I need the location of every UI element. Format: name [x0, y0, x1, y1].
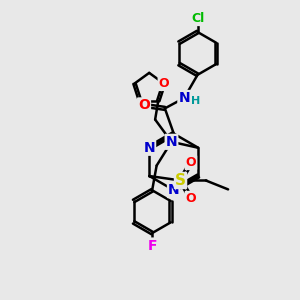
Text: N: N — [166, 135, 177, 149]
Text: N: N — [143, 141, 155, 155]
Text: O: O — [159, 77, 169, 90]
Text: N: N — [178, 91, 190, 105]
Text: N: N — [168, 183, 180, 197]
Text: O: O — [186, 192, 196, 205]
Text: F: F — [147, 238, 157, 253]
Text: H: H — [191, 96, 200, 106]
Text: S: S — [175, 173, 186, 188]
Text: O: O — [186, 156, 196, 169]
Text: O: O — [138, 98, 150, 112]
Text: Cl: Cl — [191, 12, 204, 25]
